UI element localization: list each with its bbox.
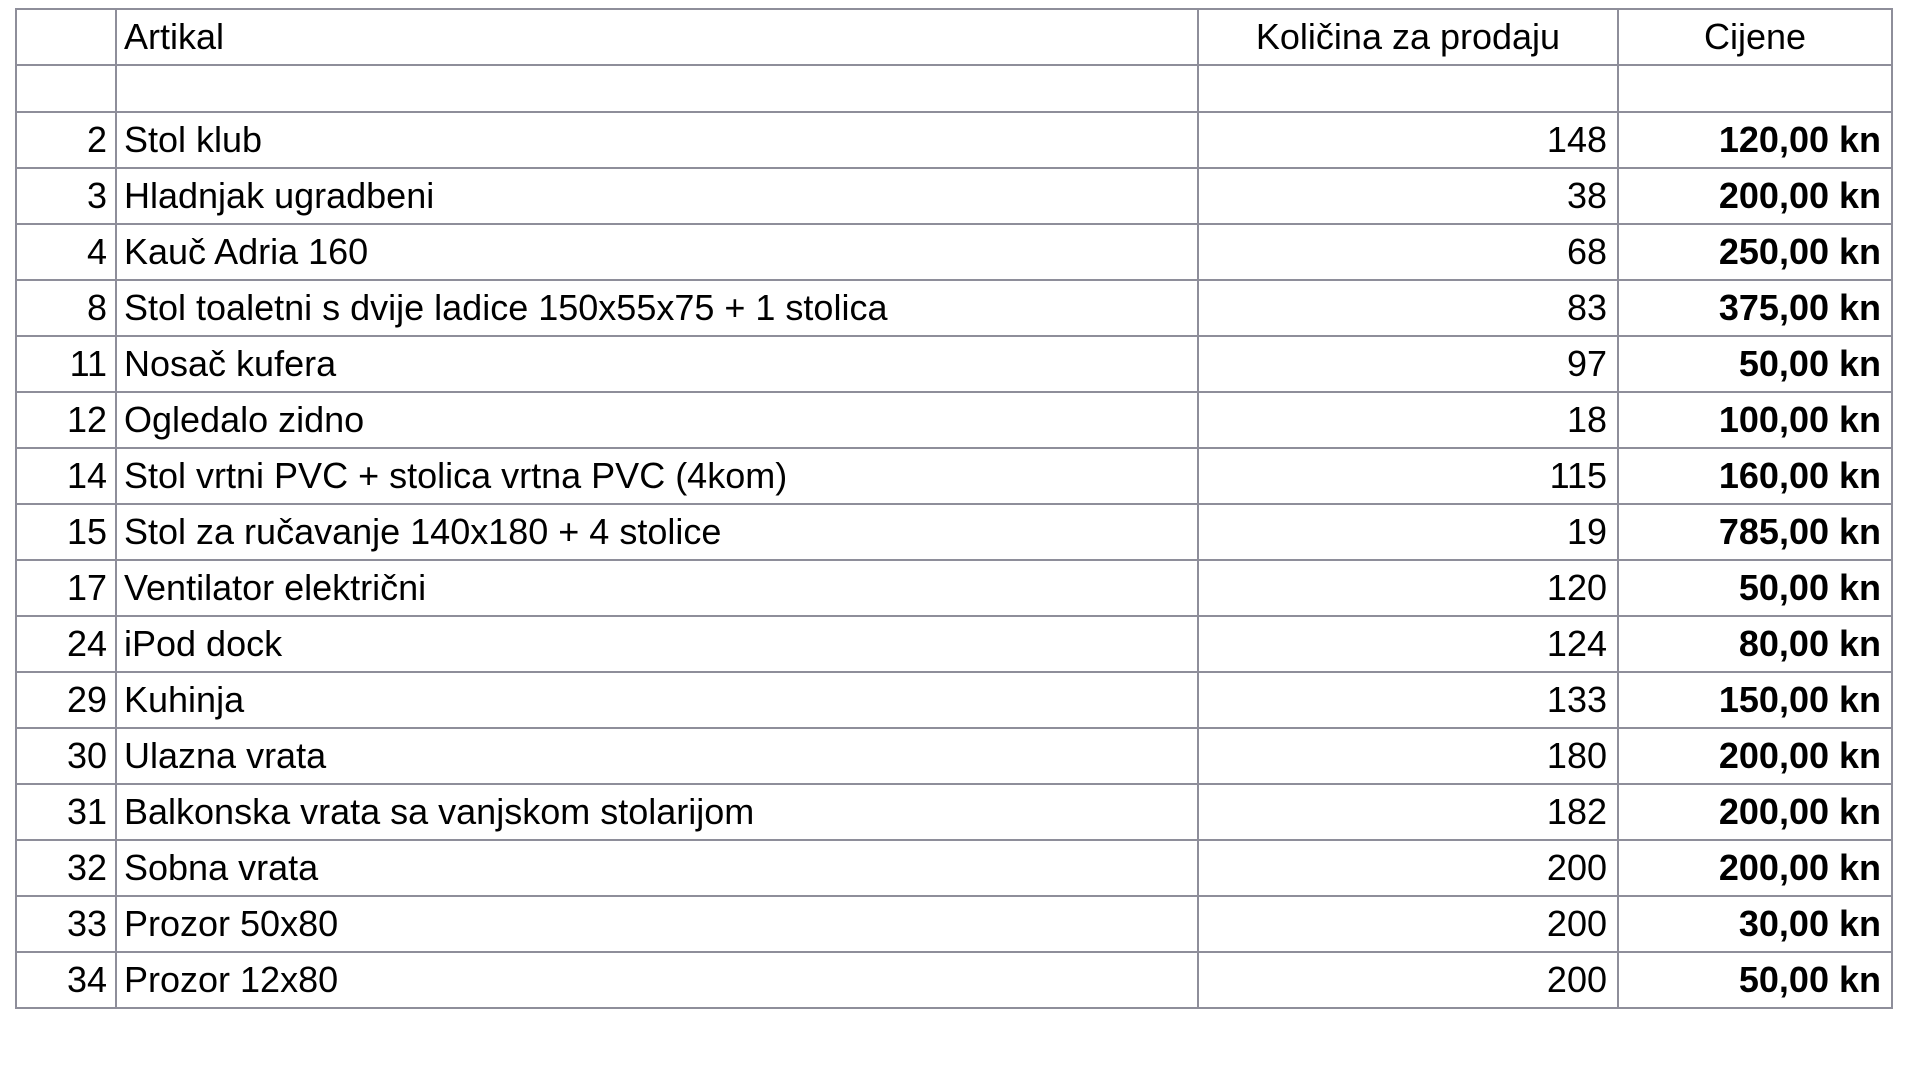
table-row: 3 Hladnjak ugradbeni 38 200,00 kn (15, 167, 1893, 225)
article-name: Prozor 12x80 (115, 951, 1199, 1009)
row-index: 29 (15, 671, 117, 729)
row-index: 14 (15, 447, 117, 505)
price-cell: 50,00 kn (1617, 559, 1893, 617)
quantity-cell: 200 (1197, 895, 1619, 953)
quantity-cell: 200 (1197, 951, 1619, 1009)
price-cell: 100,00 kn (1617, 391, 1893, 449)
price-cell: 785,00 kn (1617, 503, 1893, 561)
article-name: Stol toaletni s dvije ladice 150x55x75 +… (115, 279, 1199, 337)
quantity-cell: 19 (1197, 503, 1619, 561)
article-name: Hladnjak ugradbeni (115, 167, 1199, 225)
header-index (15, 8, 117, 66)
table-row: 33 Prozor 50x80 200 30,00 kn (15, 895, 1893, 953)
quantity-cell: 133 (1197, 671, 1619, 729)
header-article: Artikal (115, 8, 1199, 66)
price-cell: 200,00 kn (1617, 783, 1893, 841)
header-quantity: Količina za prodaju (1197, 8, 1619, 66)
table-row: 34 Prozor 12x80 200 50,00 kn (15, 951, 1893, 1009)
table-row: 2 Stol klub 148 120,00 kn (15, 111, 1893, 169)
article-name: Stol vrtni PVC + stolica vrtna PVC (4kom… (115, 447, 1199, 505)
price-cell: 80,00 kn (1617, 615, 1893, 673)
price-cell: 200,00 kn (1617, 839, 1893, 897)
quantity-cell: 180 (1197, 727, 1619, 785)
article-name: Kauč Adria 160 (115, 223, 1199, 281)
price-cell: 120,00 kn (1617, 111, 1893, 169)
table-row: 4 Kauč Adria 160 68 250,00 kn (15, 223, 1893, 281)
price-cell: 200,00 kn (1617, 727, 1893, 785)
quantity-cell: 38 (1197, 167, 1619, 225)
empty-row (15, 64, 1893, 113)
header-price: Cijene (1617, 8, 1893, 66)
empty-cell (1617, 64, 1893, 113)
quantity-cell: 115 (1197, 447, 1619, 505)
table-row: 8 Stol toaletni s dvije ladice 150x55x75 … (15, 279, 1893, 337)
quantity-cell: 97 (1197, 335, 1619, 393)
price-cell: 50,00 kn (1617, 335, 1893, 393)
table-row: 24 iPod dock 124 80,00 kn (15, 615, 1893, 673)
table-row: 17 Ventilator električni 120 50,00 kn (15, 559, 1893, 617)
row-index: 31 (15, 783, 117, 841)
price-cell: 160,00 kn (1617, 447, 1893, 505)
row-index: 32 (15, 839, 117, 897)
products-table: Artikal Količina za prodaju Cijene 2 Stol… (15, 8, 1893, 1009)
table-row: 31 Balkonska vrata sa vanjskom stolarijom… (15, 783, 1893, 841)
quantity-cell: 68 (1197, 223, 1619, 281)
empty-cell (15, 64, 117, 113)
row-index: 17 (15, 559, 117, 617)
article-name: Ventilator električni (115, 559, 1199, 617)
row-index: 15 (15, 503, 117, 561)
table-row: 15 Stol za ručavanje 140x180 + 4 stolice 1… (15, 503, 1893, 561)
article-name: iPod dock (115, 615, 1199, 673)
article-name: Sobna vrata (115, 839, 1199, 897)
row-index: 3 (15, 167, 117, 225)
quantity-cell: 18 (1197, 391, 1619, 449)
quantity-cell: 148 (1197, 111, 1619, 169)
price-cell: 30,00 kn (1617, 895, 1893, 953)
article-name: Balkonska vrata sa vanjskom stolarijom (115, 783, 1199, 841)
row-index: 34 (15, 951, 117, 1009)
empty-cell (115, 64, 1199, 113)
row-index: 12 (15, 391, 117, 449)
price-cell: 200,00 kn (1617, 167, 1893, 225)
table-row: 29 Kuhinja 133 150,00 kn (15, 671, 1893, 729)
article-name: Stol za ručavanje 140x180 + 4 stolice (115, 503, 1199, 561)
empty-cell (1197, 64, 1619, 113)
article-name: Prozor 50x80 (115, 895, 1199, 953)
quantity-cell: 83 (1197, 279, 1619, 337)
table-row: 11 Nosač kufera 97 50,00 kn (15, 335, 1893, 393)
article-name: Stol klub (115, 111, 1199, 169)
article-name: Nosač kufera (115, 335, 1199, 393)
table-row: 14 Stol vrtni PVC + stolica vrtna PVC (4k… (15, 447, 1893, 505)
article-name: Ulazna vrata (115, 727, 1199, 785)
price-cell: 50,00 kn (1617, 951, 1893, 1009)
row-index: 11 (15, 335, 117, 393)
article-name: Ogledalo zidno (115, 391, 1199, 449)
quantity-cell: 120 (1197, 559, 1619, 617)
row-index: 33 (15, 895, 117, 953)
quantity-cell: 182 (1197, 783, 1619, 841)
header-row: Artikal Količina za prodaju Cijene (15, 8, 1893, 66)
article-name: Kuhinja (115, 671, 1199, 729)
row-index: 8 (15, 279, 117, 337)
row-index: 24 (15, 615, 117, 673)
row-index: 2 (15, 111, 117, 169)
row-index: 30 (15, 727, 117, 785)
table-row: 32 Sobna vrata 200 200,00 kn (15, 839, 1893, 897)
price-cell: 150,00 kn (1617, 671, 1893, 729)
price-cell: 250,00 kn (1617, 223, 1893, 281)
table-row: 12 Ogledalo zidno 18 100,00 kn (15, 391, 1893, 449)
table-row: 30 Ulazna vrata 180 200,00 kn (15, 727, 1893, 785)
price-cell: 375,00 kn (1617, 279, 1893, 337)
row-index: 4 (15, 223, 117, 281)
quantity-cell: 124 (1197, 615, 1619, 673)
quantity-cell: 200 (1197, 839, 1619, 897)
